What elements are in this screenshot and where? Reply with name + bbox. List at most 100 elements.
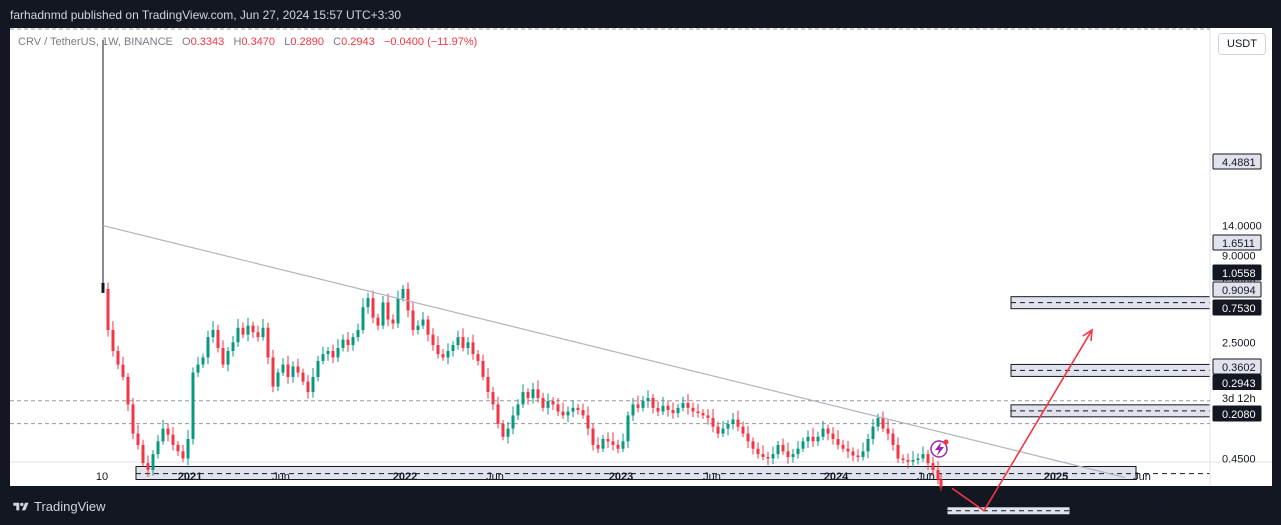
- candle-body: [321, 354, 325, 361]
- candle: [376, 313, 380, 331]
- candle-body: [841, 444, 845, 449]
- candle: [291, 361, 295, 383]
- candle: [311, 368, 315, 398]
- candle-body: [361, 307, 365, 330]
- candle-body: [861, 451, 865, 458]
- candle-body: [451, 345, 455, 351]
- candle: [501, 419, 505, 441]
- candle-body: [616, 444, 620, 449]
- candle: [736, 410, 740, 432]
- candle-body: [266, 327, 270, 358]
- candle-body: [636, 404, 640, 408]
- candle: [216, 324, 220, 353]
- candle-body: [591, 428, 595, 445]
- candle: [791, 448, 795, 463]
- candle-body: [711, 417, 715, 427]
- price-label-bg: [1212, 281, 1262, 298]
- candle: [306, 375, 310, 399]
- candle-body: [751, 441, 755, 449]
- candle-body: [696, 411, 700, 414]
- candle-body: [561, 411, 565, 416]
- candle-body: [196, 364, 200, 373]
- candle: [846, 441, 850, 459]
- candle: [331, 344, 335, 364]
- candle: [506, 422, 510, 444]
- candle: [651, 393, 655, 414]
- candle-body: [251, 325, 255, 333]
- price-label-text: 4.4881: [1222, 157, 1256, 169]
- candle: [361, 298, 365, 334]
- candle-body: [756, 448, 760, 455]
- symbol-name[interactable]: CRV / TetherUS, 1W, BINANCE: [18, 36, 173, 48]
- candle-body: [626, 415, 630, 442]
- symbol-legend: CRV / TetherUS, 1W, BINANCE O0.3343 H0.3…: [18, 36, 477, 48]
- price-labels: 4.4881 1.6511 1.0558 0.9094 0.7530 0.3602 0.29…: [1212, 153, 1262, 422]
- candle: [206, 330, 210, 365]
- price-tick-label: 2.5000: [1222, 337, 1256, 349]
- price-label: 3d 12h: [1213, 390, 1261, 405]
- candle: [939, 474, 943, 491]
- event-icon-bolt: [935, 442, 944, 456]
- candle-body: [631, 404, 635, 416]
- candle: [756, 442, 760, 459]
- price-label: 0.2080: [1212, 405, 1262, 422]
- candle: [121, 356, 125, 381]
- candle: [656, 401, 660, 417]
- candle-body: [801, 441, 805, 449]
- candle: [481, 354, 485, 381]
- candle-body: [731, 419, 735, 424]
- candle-body: [871, 426, 875, 440]
- open-value: 0.3343: [190, 36, 225, 48]
- candle-body: [556, 404, 560, 412]
- candle: [426, 315, 430, 342]
- candle-body: [111, 329, 115, 351]
- candle-body: [271, 357, 275, 387]
- price-label-text: 0.3602: [1222, 362, 1256, 374]
- candle: [641, 395, 645, 412]
- candle-body: [116, 350, 120, 365]
- tradingview-brand[interactable]: TradingView: [12, 499, 106, 514]
- candle-body: [896, 444, 900, 459]
- candle-body: [571, 407, 575, 412]
- candle: [766, 451, 770, 466]
- candle-body: [596, 444, 600, 449]
- candle-body: [666, 405, 670, 411]
- candle: [881, 411, 885, 433]
- candle: [711, 408, 715, 433]
- candle-body: [736, 419, 740, 427]
- drawings-layer: [102, 225, 1126, 512]
- candle: [166, 423, 170, 442]
- candle: [741, 421, 745, 438]
- candle: [586, 406, 590, 436]
- candle: [836, 430, 840, 450]
- candle: [221, 340, 225, 369]
- candle: [436, 336, 440, 359]
- candle: [716, 421, 720, 439]
- time-tick-label: 10: [96, 471, 108, 483]
- candle: [156, 434, 160, 459]
- candle-body: [821, 428, 825, 437]
- candle: [576, 403, 580, 415]
- candle: [401, 284, 405, 302]
- candle: [476, 350, 480, 366]
- candle-body: [246, 325, 250, 335]
- time-tick-label: 2025: [1044, 471, 1068, 483]
- price-label: 4.4881: [1212, 153, 1262, 170]
- price-label: 0.3602: [1212, 358, 1262, 375]
- candle: [301, 368, 305, 386]
- currency-unit-button[interactable]: USDT: [1218, 33, 1266, 55]
- candle: [556, 397, 560, 417]
- candle-body: [691, 407, 695, 412]
- candle: [191, 367, 195, 445]
- candle: [276, 368, 280, 392]
- grid-layer: [10, 28, 1272, 488]
- candle-body: [641, 401, 645, 408]
- candle-body: [546, 401, 550, 408]
- candle-body: [386, 302, 390, 320]
- candle: [631, 397, 635, 422]
- candle: [821, 420, 825, 441]
- candle-body: [151, 454, 155, 470]
- price-label-bg: [1212, 264, 1262, 281]
- candle-body: [106, 288, 110, 330]
